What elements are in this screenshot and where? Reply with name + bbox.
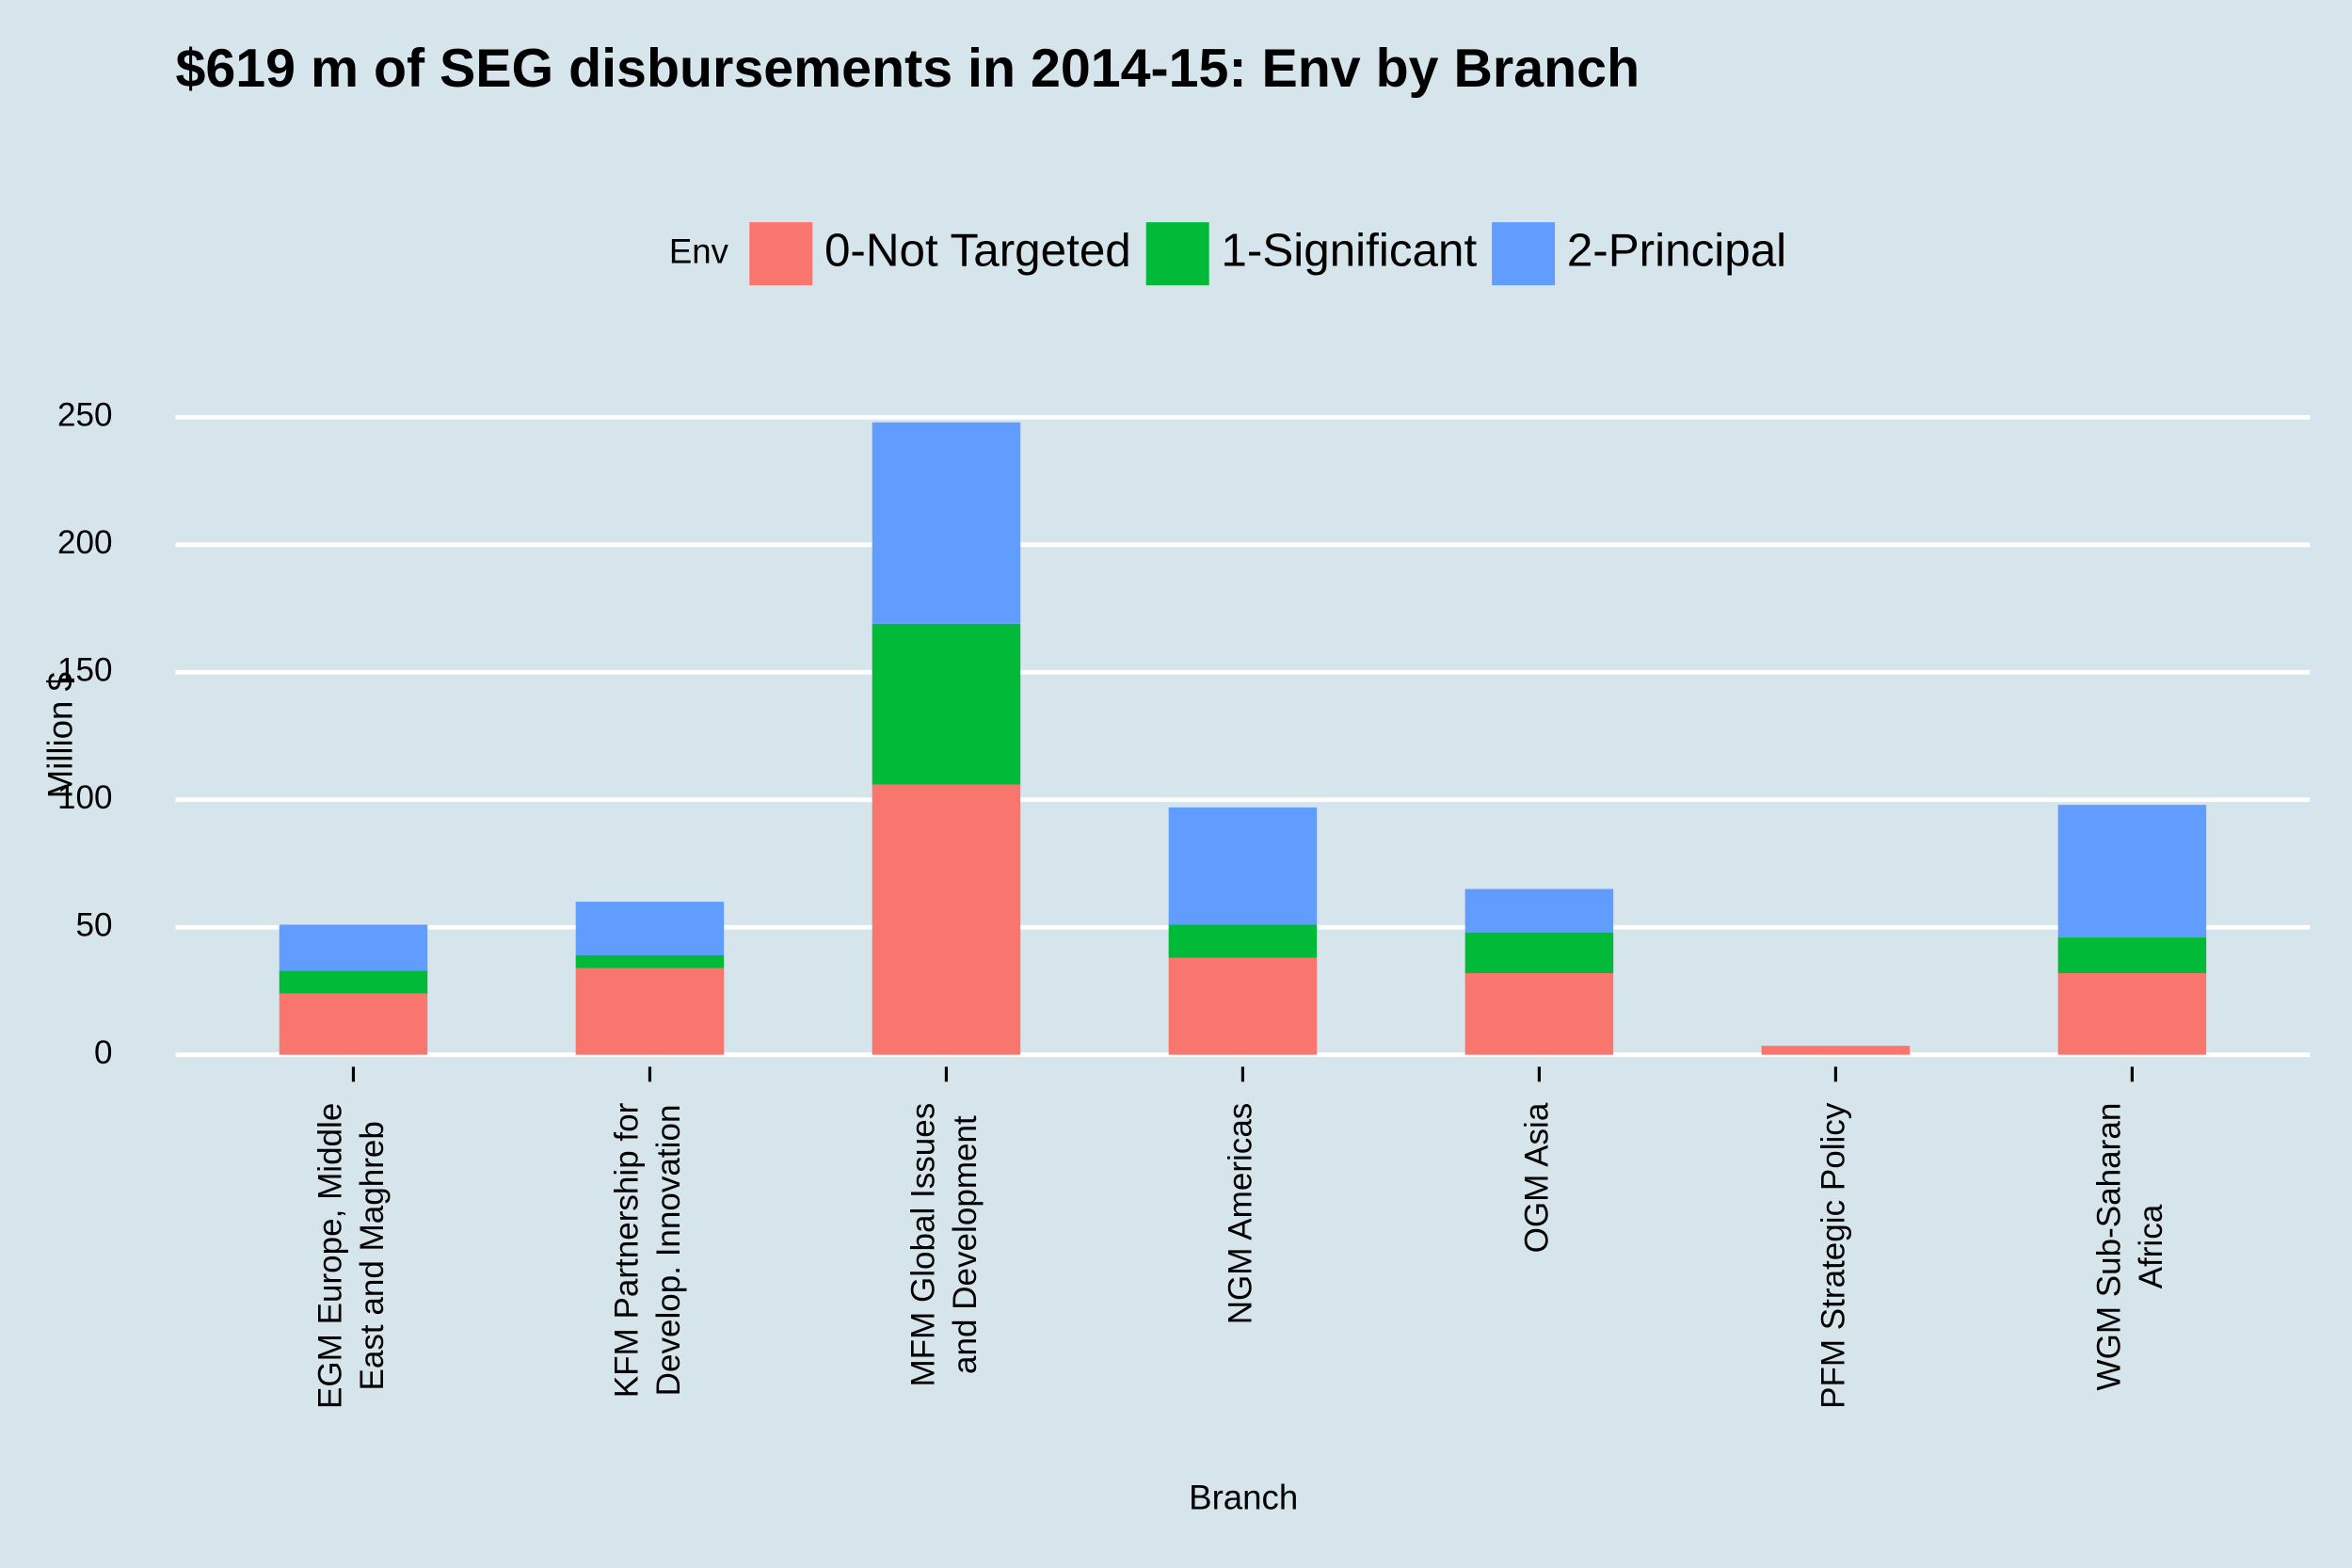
x-tick-label: Develop. Innovation [650, 1105, 687, 1397]
y-axis-label: Million $ [41, 672, 80, 798]
chart-title: $619 m of SEG disbursements in 2014-15: … [175, 39, 1640, 99]
bar-segment [2057, 972, 2207, 1055]
x-tick-label: and Development [947, 1115, 984, 1374]
legend-label: 2-Principal [1567, 225, 1786, 277]
x-axis-label: Branch [1189, 1479, 1298, 1517]
bar-segment [872, 422, 1021, 624]
bar-segment [1464, 888, 1614, 933]
bar-segment [872, 623, 1021, 785]
bars [279, 422, 2207, 1055]
x-tick-label: East and Maghreb [354, 1121, 391, 1390]
bar-segment [1168, 957, 1318, 1055]
legend-swatch [749, 222, 813, 286]
x-tick-label: NGM Americas [1223, 1103, 1259, 1325]
legend-label: 0-Not Targeted [824, 225, 1131, 277]
bar-segment [279, 993, 428, 1055]
bar-segment [2057, 937, 2207, 973]
bar-segment [575, 968, 725, 1055]
x-tick-label: MFM Global Issues [904, 1103, 941, 1387]
legend: Env 0-Not Targeted 1-Significant 2-Principa… [669, 222, 1786, 286]
bar-segment [1168, 807, 1318, 925]
y-tick-label: 50 [76, 906, 113, 943]
bar-segment [872, 784, 1021, 1055]
y-tick-label: 150 [57, 652, 112, 689]
legend-swatch [1145, 222, 1209, 286]
x-tick-label: OGM Asia [1519, 1102, 1556, 1253]
legend-swatch [1492, 222, 1556, 286]
y-tick-label: 200 [57, 524, 112, 561]
x-tick-label: EGM Europe, Middle [312, 1103, 348, 1409]
legend-title: Env [669, 232, 729, 270]
y-tick-label: 0 [94, 1034, 112, 1071]
bar-segment [1761, 1046, 1911, 1055]
legend-label: 1-Significant [1221, 225, 1477, 277]
x-tick-label: PFM Strategic Policy [1816, 1102, 1852, 1409]
y-tick-label: 250 [57, 397, 112, 434]
bar-segment [1464, 972, 1614, 1055]
bar-segment [575, 955, 725, 968]
bar-segment [575, 902, 725, 956]
axes: 0 50 100 150 200 250 EGM Europe, Middle East an… [57, 397, 2169, 1409]
x-tick-label: KFM Partnership for [608, 1102, 645, 1398]
x-tick-label: Africa [2133, 1204, 2169, 1288]
bar-segment [2057, 805, 2207, 938]
bar-segment [279, 970, 428, 994]
x-tick-label: WGM Sub-Saharan [2090, 1103, 2127, 1391]
y-tick-label: 100 [57, 779, 112, 816]
bar-segment [279, 924, 428, 971]
bar-segment [1464, 932, 1614, 973]
bar-segment [1168, 924, 1318, 958]
